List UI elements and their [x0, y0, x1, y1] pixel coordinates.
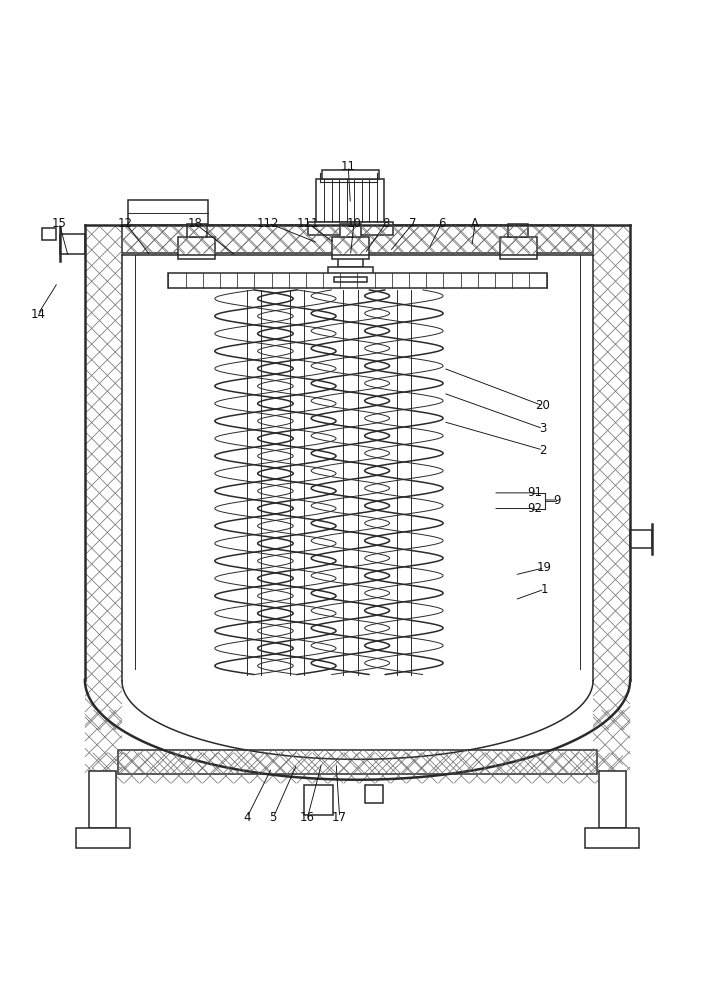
Bar: [338, 235, 363, 267]
Bar: [60, 234, 85, 254]
Bar: [340, 224, 360, 237]
Text: 5: 5: [270, 811, 277, 824]
Bar: [122, 225, 593, 253]
Text: 18: 18: [187, 217, 202, 230]
Text: 4: 4: [243, 811, 251, 824]
Text: 17: 17: [332, 811, 347, 824]
Text: 112: 112: [257, 217, 280, 230]
Text: 19: 19: [537, 561, 552, 574]
Bar: [598, 771, 626, 828]
Text: 20: 20: [536, 399, 551, 412]
Bar: [42, 228, 56, 240]
Text: 3: 3: [539, 422, 547, 435]
Text: A: A: [471, 217, 479, 230]
Bar: [317, 179, 384, 222]
Text: 12: 12: [118, 217, 133, 230]
Text: 10: 10: [347, 217, 361, 230]
Bar: [308, 222, 393, 235]
Bar: [586, 828, 639, 848]
Text: 91: 91: [527, 486, 542, 499]
Text: 8: 8: [383, 217, 390, 230]
Bar: [332, 237, 369, 259]
Text: 92: 92: [527, 502, 542, 515]
Text: 9: 9: [553, 494, 561, 507]
Text: 2: 2: [539, 444, 547, 457]
Bar: [322, 170, 379, 179]
Bar: [304, 785, 332, 815]
Text: 7: 7: [410, 217, 417, 230]
Bar: [119, 750, 596, 774]
Text: 6: 6: [438, 217, 445, 230]
Text: 111: 111: [296, 217, 319, 230]
Bar: [89, 771, 117, 828]
Bar: [169, 273, 546, 288]
Bar: [187, 224, 207, 237]
Text: 1: 1: [541, 583, 548, 596]
Text: 15: 15: [51, 217, 66, 230]
Text: 16: 16: [300, 811, 315, 824]
Bar: [76, 828, 129, 848]
Bar: [128, 200, 207, 225]
Bar: [508, 224, 528, 237]
Text: 14: 14: [30, 308, 45, 321]
Bar: [630, 530, 651, 548]
Bar: [334, 277, 367, 282]
Bar: [365, 785, 383, 803]
Bar: [178, 237, 215, 259]
Bar: [500, 237, 537, 259]
Bar: [328, 267, 373, 277]
Text: 11: 11: [341, 160, 356, 173]
